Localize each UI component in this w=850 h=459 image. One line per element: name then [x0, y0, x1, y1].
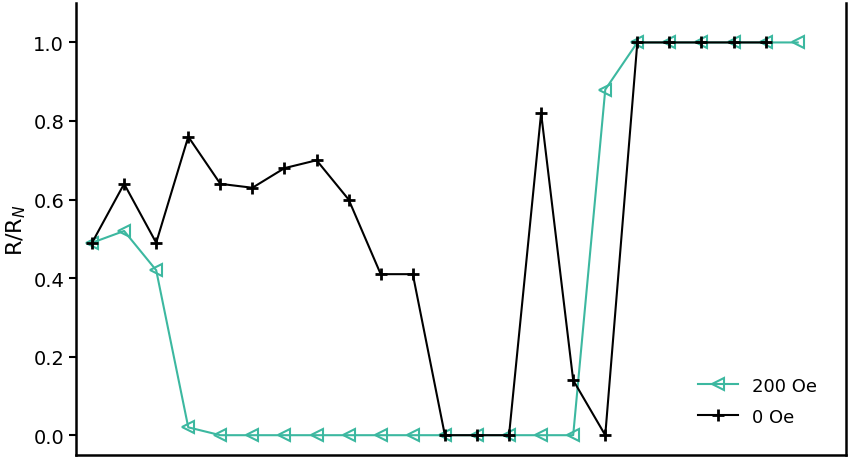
200 Oe: [536, 432, 547, 438]
0 Oe: [536, 111, 547, 117]
0 Oe: [761, 40, 771, 46]
200 Oe: [408, 432, 418, 438]
200 Oe: [439, 432, 450, 438]
0 Oe: [280, 166, 290, 172]
0 Oe: [408, 272, 418, 277]
0 Oe: [439, 432, 450, 438]
Legend: 200 Oe, 0 Oe: 200 Oe, 0 Oe: [690, 370, 824, 433]
200 Oe: [343, 432, 354, 438]
Line: 0 Oe: 0 Oe: [87, 38, 771, 441]
200 Oe: [87, 241, 97, 246]
0 Oe: [87, 241, 97, 246]
200 Oe: [151, 268, 162, 274]
200 Oe: [215, 432, 225, 438]
200 Oe: [600, 88, 610, 93]
200 Oe: [183, 425, 193, 430]
200 Oe: [376, 432, 386, 438]
0 Oe: [504, 432, 514, 438]
200 Oe: [696, 40, 706, 46]
0 Oe: [632, 40, 643, 46]
200 Oe: [632, 40, 643, 46]
200 Oe: [247, 432, 258, 438]
0 Oe: [215, 182, 225, 187]
0 Oe: [696, 40, 706, 46]
0 Oe: [119, 182, 129, 187]
0 Oe: [247, 185, 258, 191]
200 Oe: [311, 432, 321, 438]
200 Oe: [568, 432, 578, 438]
200 Oe: [792, 40, 802, 46]
Y-axis label: R/R$_N$: R/R$_N$: [4, 204, 28, 255]
0 Oe: [665, 40, 675, 46]
200 Oe: [280, 432, 290, 438]
200 Oe: [504, 432, 514, 438]
200 Oe: [119, 229, 129, 234]
Line: 200 Oe: 200 Oe: [87, 38, 803, 441]
0 Oe: [600, 432, 610, 438]
200 Oe: [472, 432, 482, 438]
0 Oe: [343, 197, 354, 203]
0 Oe: [376, 272, 386, 277]
200 Oe: [728, 40, 739, 46]
200 Oe: [665, 40, 675, 46]
0 Oe: [728, 40, 739, 46]
0 Oe: [311, 158, 321, 164]
0 Oe: [151, 241, 162, 246]
0 Oe: [568, 378, 578, 383]
200 Oe: [761, 40, 771, 46]
0 Oe: [183, 134, 193, 140]
0 Oe: [472, 432, 482, 438]
